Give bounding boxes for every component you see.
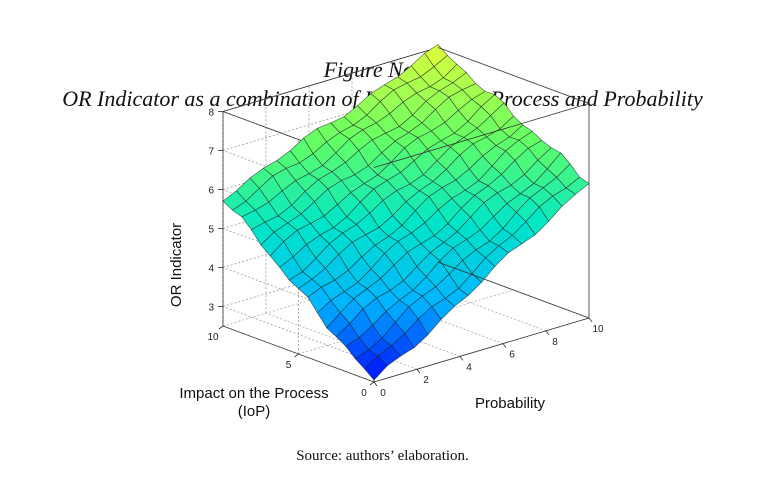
z-tick-label: 5 bbox=[208, 225, 214, 236]
x-tick-label: 0 bbox=[380, 388, 386, 399]
x-tick-label: 8 bbox=[552, 337, 558, 348]
x-tick-mark bbox=[588, 317, 593, 323]
z-tick-label: 6 bbox=[208, 186, 214, 197]
grid-line bbox=[394, 274, 547, 332]
y-tick-mark bbox=[369, 381, 375, 386]
y-tick-label: 10 bbox=[207, 332, 219, 343]
x-tick-mark bbox=[459, 356, 464, 361]
box-edge bbox=[437, 47, 590, 104]
surface-mesh bbox=[222, 44, 590, 381]
z-tick-label: 4 bbox=[208, 264, 214, 275]
z-tick-label: 3 bbox=[208, 303, 214, 314]
tick-labels: 0 2 4 6 8 10 0 5 10 3 4 5 6 7 8 bbox=[207, 108, 604, 400]
grid-line bbox=[222, 86, 439, 151]
y-axis-label-line2: (IoP) bbox=[238, 403, 271, 420]
y-axis-label-line1: Impact on the Process bbox=[179, 385, 328, 402]
y-tick-label: 0 bbox=[361, 388, 367, 399]
x-tick-mark bbox=[373, 381, 378, 387]
figure-source: Source: authors’ elaboration. bbox=[296, 448, 469, 464]
axes-box-front bbox=[373, 47, 590, 319]
grid-line bbox=[222, 267, 375, 324]
box-edge bbox=[373, 103, 590, 168]
z-axis-label: OR Indicator bbox=[168, 223, 185, 307]
x-tick-label: 10 bbox=[592, 324, 604, 335]
x-tick-label: 6 bbox=[509, 350, 515, 361]
x-tick-label: 2 bbox=[423, 375, 429, 386]
box-edge bbox=[222, 47, 439, 112]
x-axis-label: Probability bbox=[475, 395, 546, 412]
x-tick-label: 4 bbox=[466, 362, 472, 373]
x-tick-mark bbox=[545, 330, 550, 336]
box-edge bbox=[373, 317, 590, 383]
z-tick-label: 8 bbox=[208, 108, 214, 119]
surface-cell bbox=[364, 355, 388, 381]
grid-line bbox=[222, 306, 375, 363]
y-tick-mark bbox=[218, 325, 224, 330]
surface-plot: 0 2 4 6 8 10 0 5 10 3 4 5 6 7 8 OR Indicator Probabili… bbox=[168, 44, 604, 420]
box-edge bbox=[437, 261, 590, 319]
y-tick-mark bbox=[294, 353, 299, 358]
z-tick-label: 7 bbox=[208, 147, 214, 158]
y-tick-label: 5 bbox=[286, 360, 292, 371]
x-tick-mark bbox=[502, 343, 507, 348]
x-tick-mark bbox=[416, 368, 421, 374]
